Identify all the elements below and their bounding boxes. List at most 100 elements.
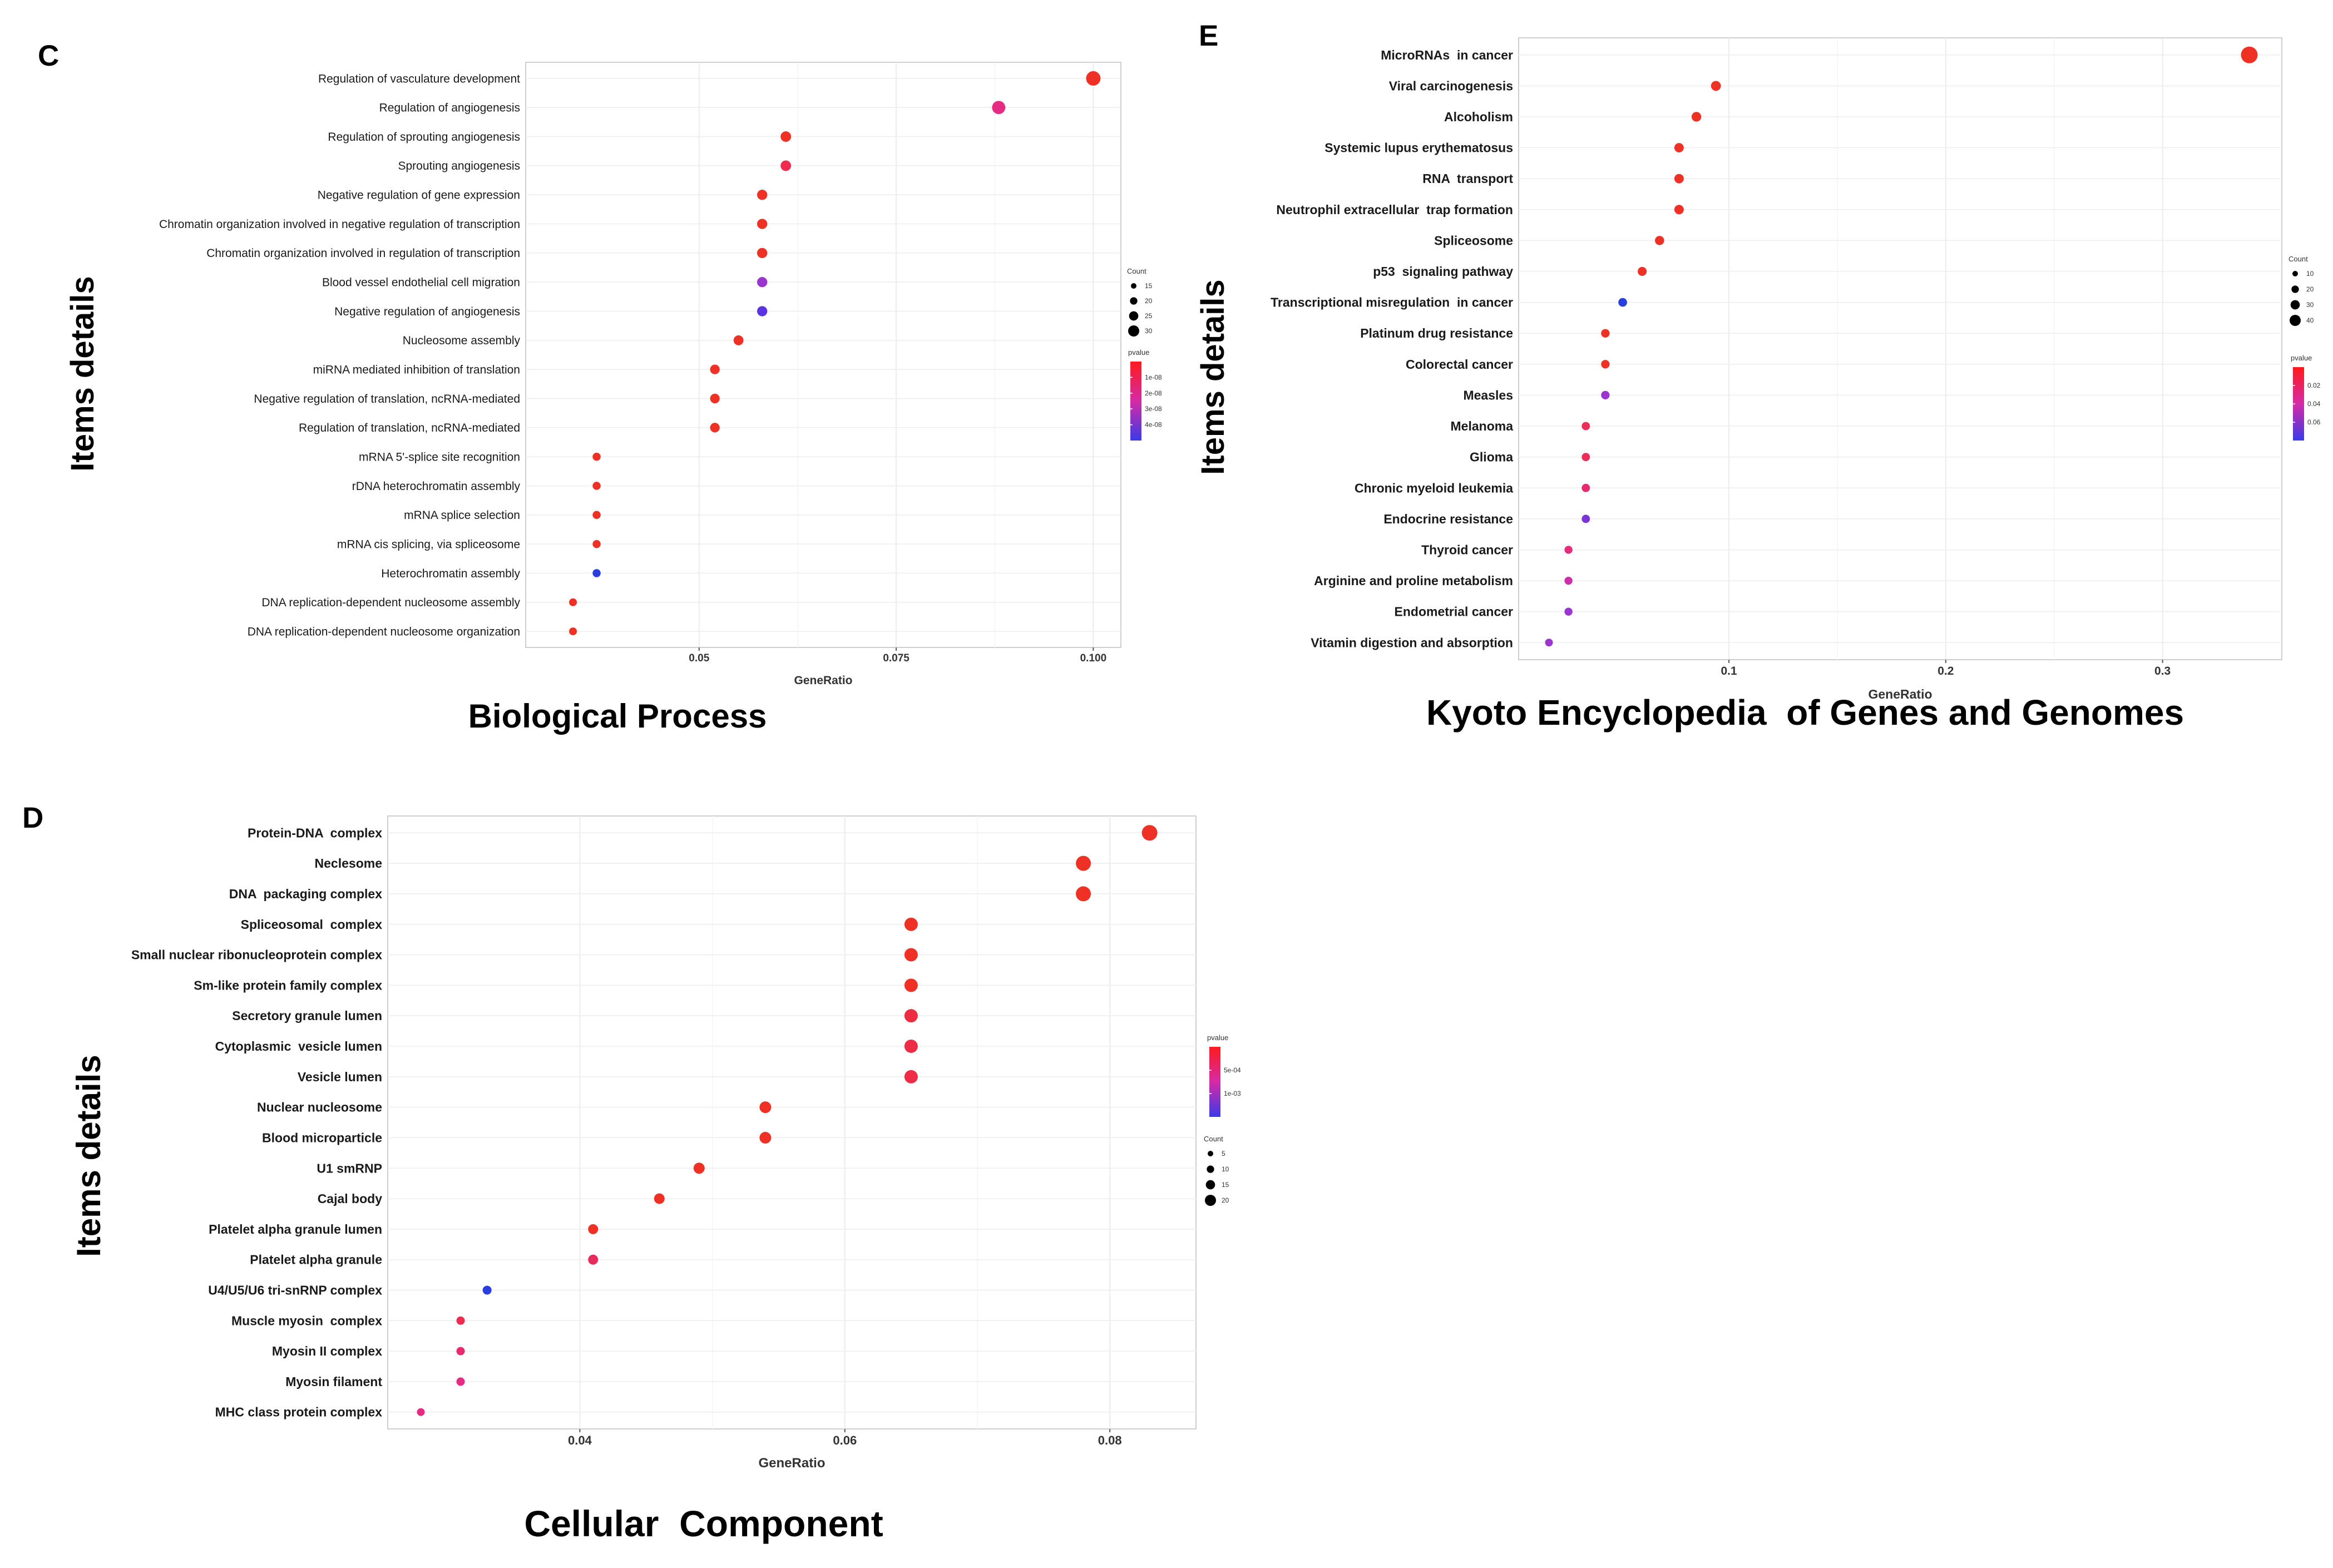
size-legend-dot bbox=[2291, 285, 2299, 293]
category-label: Myosin filament bbox=[285, 1374, 382, 1389]
chart-title: Kyoto Encyclopedia of Genes and Genomes bbox=[1426, 693, 2184, 733]
data-point bbox=[693, 1163, 705, 1174]
data-point bbox=[1076, 855, 1091, 871]
data-point bbox=[780, 160, 792, 171]
size-legend-dot bbox=[2292, 271, 2298, 276]
size-legend: Count 5 10 15 20 bbox=[1204, 1135, 1229, 1206]
category-label: Muscle myosin complex bbox=[231, 1313, 382, 1328]
category-label: Endocrine resistance bbox=[1383, 512, 1513, 526]
x-tick-label: 0.100 bbox=[1080, 652, 1107, 664]
data-point bbox=[1141, 825, 1158, 841]
category-label: Thyroid cancer bbox=[1421, 542, 1513, 557]
data-point bbox=[1601, 390, 1610, 400]
data-point bbox=[1076, 886, 1091, 902]
category-label: U1 smRNP bbox=[317, 1161, 382, 1175]
color-legend-title: pvalue bbox=[1207, 1033, 1228, 1042]
category-label: Colorectal cancer bbox=[1406, 357, 1513, 372]
category-labels: Protein-DNA complex Neclesome DNA packagin… bbox=[131, 825, 383, 1419]
data-point bbox=[588, 1224, 599, 1234]
size-legend-label: 10 bbox=[2306, 270, 2314, 278]
data-point bbox=[1581, 453, 1590, 462]
category-label: Secretory granule lumen bbox=[232, 1008, 382, 1023]
size-legend: Count 10 20 30 40 bbox=[2288, 255, 2314, 326]
data-point bbox=[1674, 143, 1684, 153]
data-point bbox=[757, 219, 768, 229]
data-point bbox=[904, 1070, 918, 1084]
size-legend-label: 15 bbox=[1222, 1181, 1229, 1189]
color-legend-bar bbox=[2293, 367, 2304, 441]
category-label: Viral carcinogenesis bbox=[1389, 78, 1513, 93]
data-point bbox=[757, 306, 768, 316]
category-label: DNA replication-dependent nucleosome ass… bbox=[261, 596, 520, 609]
y-axis-label: Items details bbox=[70, 1055, 107, 1257]
category-label: mRNA 5'-splice site recognition bbox=[359, 451, 520, 463]
category-labels: MicroRNAs in cancer Viral carcinogenesis A… bbox=[1271, 48, 1513, 650]
size-legend-dot bbox=[2290, 300, 2300, 310]
category-label: Nucleosome assembly bbox=[403, 334, 521, 347]
data-point bbox=[592, 511, 601, 520]
category-label: Alcoholism bbox=[1444, 110, 1513, 124]
size-legend-label: 5 bbox=[1222, 1150, 1225, 1158]
category-label: Nuclear nucleosome bbox=[257, 1100, 382, 1115]
color-legend-label: 0.04 bbox=[2307, 400, 2321, 408]
category-label: Blood microparticle bbox=[262, 1130, 382, 1145]
category-label: Platinum drug resistance bbox=[1360, 326, 1513, 340]
data-points bbox=[569, 71, 1101, 636]
category-label: Chronic myeloid leukemia bbox=[1355, 481, 1513, 495]
category-label: Cytoplasmic vesicle lumen bbox=[215, 1039, 382, 1053]
color-legend-label: 1e-03 bbox=[1224, 1090, 1241, 1097]
category-label: Platelet alpha granule lumen bbox=[209, 1222, 382, 1236]
size-legend-label: 15 bbox=[1145, 282, 1153, 290]
panel-label: D bbox=[22, 802, 43, 834]
x-tick-label: 0.2 bbox=[1937, 665, 1954, 677]
category-label: Spliceosome bbox=[1434, 233, 1513, 248]
category-label: RNA transport bbox=[1422, 171, 1513, 186]
chart-panel-d: D Protein-DNA complex Neclesome DNA packagi… bbox=[22, 802, 1241, 1544]
data-point bbox=[2241, 46, 2258, 63]
x-axis-ticks: 0.1 0.2 0.3 bbox=[1721, 660, 2171, 677]
data-point bbox=[780, 131, 792, 142]
data-points bbox=[1545, 46, 2258, 647]
data-point bbox=[1086, 71, 1101, 86]
data-point bbox=[592, 569, 601, 577]
color-legend-label: 3e-08 bbox=[1145, 405, 1162, 413]
category-label: Chromatin organization involved in regul… bbox=[206, 247, 520, 260]
data-point bbox=[654, 1193, 665, 1204]
size-legend-dot bbox=[1128, 325, 1139, 337]
data-point bbox=[1564, 576, 1573, 585]
size-legend-dot bbox=[1129, 311, 1139, 321]
size-legend-dot bbox=[1205, 1180, 1215, 1190]
grid-lines bbox=[526, 62, 1121, 647]
x-axis-label: GeneRatio bbox=[1868, 687, 1932, 701]
color-legend-bar bbox=[1209, 1047, 1220, 1117]
color-legend-title: pvalue bbox=[1128, 348, 1149, 357]
category-label: Melanoma bbox=[1451, 419, 1514, 433]
data-point bbox=[592, 482, 601, 490]
data-point bbox=[1711, 81, 1721, 91]
color-legend-label: 4e-08 bbox=[1145, 421, 1162, 429]
panel-label: E bbox=[1199, 19, 1218, 52]
size-legend-label: 20 bbox=[1145, 297, 1153, 305]
category-label: mRNA splice selection bbox=[404, 509, 520, 522]
data-point bbox=[1581, 515, 1590, 523]
category-label: DNA packaging complex bbox=[229, 887, 382, 901]
data-point bbox=[710, 393, 720, 404]
grid-lines bbox=[388, 816, 1196, 1429]
category-label: Blood vessel endothelial cell migration bbox=[322, 276, 520, 289]
category-label: Regulation of sprouting angiogenesis bbox=[328, 131, 520, 144]
data-point bbox=[733, 335, 744, 345]
category-label: Endometrial cancer bbox=[1395, 605, 1514, 619]
size-legend-label: 10 bbox=[1222, 1165, 1229, 1173]
data-point bbox=[757, 277, 768, 288]
category-label: Regulation of vasculature development bbox=[318, 72, 520, 85]
data-point bbox=[456, 1377, 465, 1386]
size-legend-label: 40 bbox=[2306, 316, 2314, 324]
panel-label: C bbox=[38, 39, 59, 72]
size-legend-label: 30 bbox=[1145, 327, 1153, 335]
data-point bbox=[1564, 607, 1573, 616]
category-label: Vitamin digestion and absorption bbox=[1311, 635, 1513, 650]
y-axis-label: Items details bbox=[1195, 279, 1231, 474]
plot-area bbox=[525, 62, 1121, 648]
category-label: MicroRNAs in cancer bbox=[1381, 48, 1513, 62]
data-point bbox=[1674, 205, 1684, 215]
